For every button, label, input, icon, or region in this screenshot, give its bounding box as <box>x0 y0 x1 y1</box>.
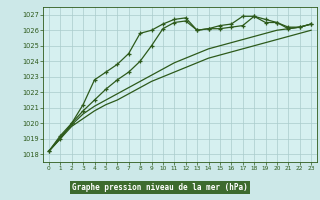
Text: Graphe pression niveau de la mer (hPa): Graphe pression niveau de la mer (hPa) <box>72 183 248 192</box>
